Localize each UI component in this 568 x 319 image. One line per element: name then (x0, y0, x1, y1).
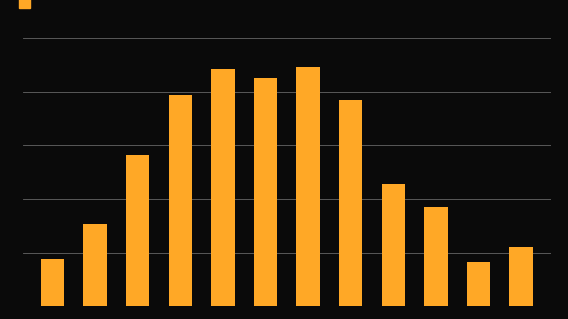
Bar (126, 155, 149, 306)
Bar (254, 78, 277, 306)
Bar (41, 259, 64, 306)
Bar (169, 95, 192, 306)
Bar (83, 224, 107, 306)
Legend:  (19, 0, 41, 11)
Bar (296, 67, 320, 306)
Bar (382, 184, 405, 306)
Bar (509, 247, 533, 306)
Bar (467, 262, 490, 306)
Bar (211, 69, 235, 306)
Bar (424, 207, 448, 306)
Bar (339, 100, 362, 306)
